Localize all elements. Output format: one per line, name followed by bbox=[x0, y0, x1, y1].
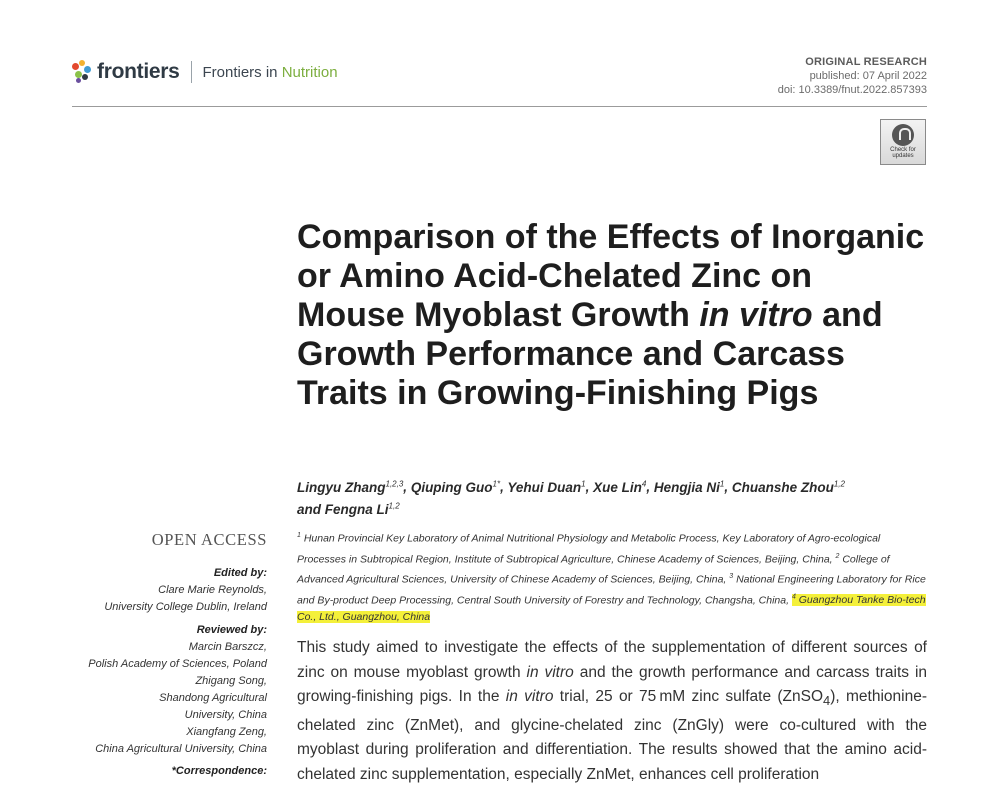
published-date: published: 07 April 2022 bbox=[809, 70, 927, 82]
open-access-label: OPEN ACCESS bbox=[151, 530, 267, 549]
reviewer-line: University, China bbox=[184, 709, 267, 721]
check-updates-label-1: Check for bbox=[890, 147, 916, 153]
author[interactable]: and Fengna Li1,2 bbox=[297, 501, 400, 518]
reviewer-line[interactable]: Xiangfang Zeng, bbox=[186, 726, 267, 738]
title-part-1: Comparison of the Effects of Inorganic o… bbox=[297, 218, 925, 334]
author[interactable]: Qiuping Guo1* bbox=[410, 479, 501, 495]
editor-line[interactable]: Clare Marie Reynolds, bbox=[158, 584, 267, 596]
article-title: Comparison of the Effects of Inorganic o… bbox=[297, 218, 927, 413]
reviewed-by-section: Reviewed by: Marcin Barszcz, Polish Acad… bbox=[88, 622, 267, 758]
journal-name: Frontiers in Nutrition bbox=[202, 64, 337, 81]
doi-link[interactable]: doi: 10.3389/fnut.2022.857393 bbox=[777, 84, 927, 96]
title-italic: in vitro bbox=[699, 296, 813, 334]
edited-by-section: Edited by: Clare Marie Reynolds, Univers… bbox=[104, 565, 267, 616]
reviewed-by-heading: Reviewed by: bbox=[196, 624, 267, 636]
affiliation-1: Hunan Provincial Key Laboratory of Anima… bbox=[297, 532, 881, 566]
author[interactable]: Chuanshe Zhou1,2 bbox=[731, 479, 845, 495]
title-part-2: and Growth Performance and Carcass Trait… bbox=[297, 296, 883, 412]
abstract-text: This study aimed to investigate the effe… bbox=[297, 639, 928, 783]
frontiers-logo[interactable]: frontiers Frontiers in Nutrition bbox=[72, 58, 338, 86]
correspondence-heading: *Correspondence: bbox=[171, 765, 267, 777]
author-list: Lingyu Zhang1,2,3, Qiuping Guo1*, Yehui … bbox=[297, 479, 845, 518]
article-meta: ORIGINAL RESEARCH published: 07 April 20… bbox=[778, 55, 927, 97]
author[interactable]: Lingyu Zhang1,2,3 bbox=[297, 479, 404, 495]
affiliation-2: College of Advanced Agricultural Science… bbox=[297, 553, 890, 586]
check-for-updates-button[interactable]: Check for updates bbox=[880, 119, 926, 165]
reviewer-line: Polish Academy of Sciences, Poland bbox=[88, 658, 267, 670]
journal-prefix: Frontiers in bbox=[202, 63, 282, 81]
logo-divider bbox=[191, 61, 193, 83]
edited-by-heading: Edited by: bbox=[213, 567, 267, 579]
reviewer-line[interactable]: Marcin Barszcz, bbox=[188, 641, 267, 653]
author[interactable]: Hengjia Ni1 bbox=[653, 479, 725, 495]
correspondence-section: *Correspondence: bbox=[172, 763, 267, 780]
reviewer-line[interactable]: Zhigang Song, bbox=[195, 675, 267, 687]
check-updates-icon bbox=[892, 124, 914, 146]
editor-line: University College Dublin, Ireland bbox=[104, 601, 267, 613]
article-type: ORIGINAL RESEARCH bbox=[805, 56, 927, 68]
affiliation-3: National Engineering Laboratory for Rice… bbox=[297, 573, 926, 607]
journal-accent: Nutrition bbox=[281, 63, 338, 81]
check-updates-label-2: updates bbox=[892, 153, 914, 159]
logo-text: frontiers bbox=[97, 60, 180, 83]
author[interactable]: Xue Lin4 bbox=[593, 479, 647, 495]
author[interactable]: Yehui Duan1 bbox=[507, 479, 586, 495]
affiliations: 1 Hunan Provincial Key Laboratory of Ani… bbox=[297, 532, 926, 623]
reviewer-line: Shandong Agricultural bbox=[159, 692, 267, 704]
header-divider bbox=[72, 106, 927, 107]
frontiers-logo-icon bbox=[72, 60, 92, 84]
reviewer-line: China Agricultural University, China bbox=[95, 743, 267, 755]
